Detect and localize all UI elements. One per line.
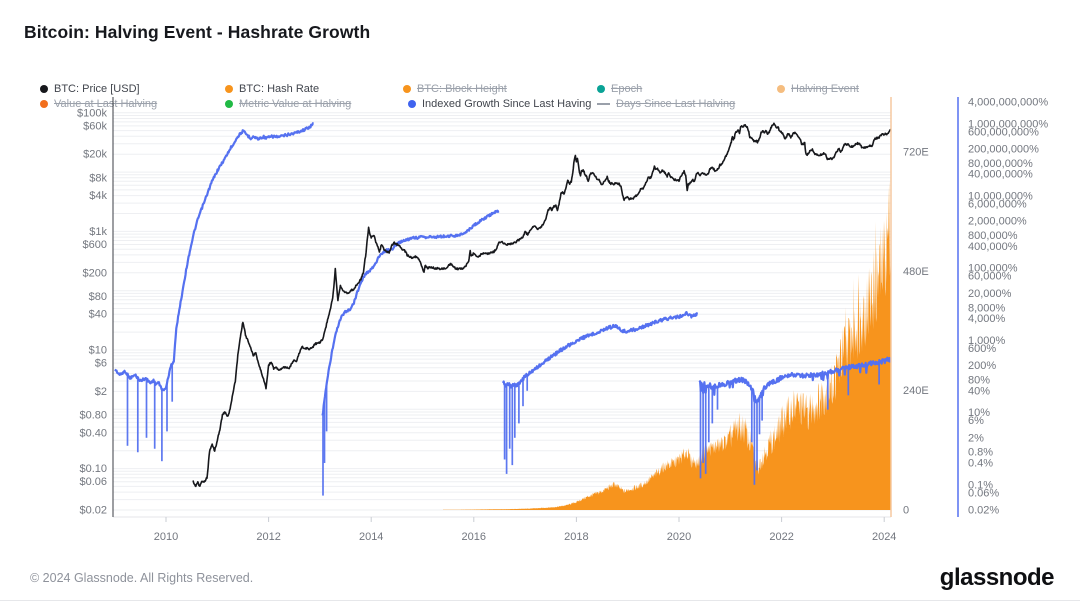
legend-item-label: Days Since Last Halving (616, 97, 736, 110)
y-axis-label-growth-pct: 800,000% (968, 230, 1018, 242)
y-axis-label-hashrate: 240E (903, 385, 929, 397)
y-axis-label-growth-pct: 0.8% (968, 447, 993, 459)
hashrate-area (443, 181, 891, 510)
y-axis-label-growth-pct: 100,000% (968, 263, 1018, 275)
y-axis-label-growth-pct: 10% (968, 407, 990, 419)
indexed-growth-line (698, 356, 892, 404)
y-axis-label-growth-pct: 0.06% (968, 487, 999, 499)
y-axis-label-growth-pct: 1,000,000,000% (968, 118, 1048, 130)
legend-dot-icon (40, 84, 48, 93)
y-axis-label-price: $10 (89, 344, 107, 356)
chart-canvas[interactable]: $100k$60k $20k $8k $4k $1k$600 $200 $80 $40 $10 $… (0, 0, 1080, 552)
y-axis-label-price: $80 (89, 291, 107, 303)
y-axis-label-price: $60k (83, 120, 107, 132)
x-axis-label-year: 2024 (872, 531, 896, 543)
legend-item-epoch[interactable]: Epoch (597, 82, 642, 95)
y-axis-label-growth-pct: 60,000% (968, 271, 1012, 283)
y-axis-label-growth-pct: 10,000,000% (968, 190, 1033, 202)
glassnode-logo: glassnode (939, 564, 1055, 591)
legend-item-label: Indexed Growth Since Last Having (422, 97, 592, 110)
y-axis-label-price: $4k (89, 190, 107, 202)
y-axis-label-growth-pct: 200,000,000% (968, 144, 1039, 156)
y-axis-label-price: $0.06 (79, 476, 107, 488)
y-axis-label-price: $0.10 (79, 463, 107, 475)
legend-item-btc-price-usd[interactable]: BTC: Price [USD] (40, 82, 140, 95)
legend-dot-icon (777, 84, 785, 93)
y-axis-label-growth-pct: 20,000% (968, 288, 1012, 300)
y-axis-label-price: $6 (95, 358, 107, 370)
y-axis-label-growth-pct: 40% (968, 385, 990, 397)
y-axis-label-growth-pct: 2,000,000% (968, 216, 1027, 228)
y-axis-label-growth-pct: 1,000% (968, 335, 1006, 347)
footer-divider (0, 600, 1080, 601)
x-axis-label-year: 2018 (564, 531, 588, 543)
indexed-growth-line (321, 209, 500, 416)
legend-item-label: Value at Last Halving (54, 97, 158, 110)
y-axis-label-growth-pct: 2% (968, 432, 984, 444)
x-axis-label-year: 2010 (154, 531, 178, 543)
y-axis-label-growth-pct: 0.4% (968, 458, 993, 470)
y-axis-label-price: $20k (83, 149, 107, 161)
legend-dot-icon (40, 99, 48, 108)
y-axis-label-hashrate: 720E (903, 147, 929, 159)
indexed-growth-line (502, 311, 699, 389)
y-axis-label-growth-pct: 600,000,000% (968, 126, 1039, 138)
legend-item-label: Metric Value at Halving (239, 97, 352, 110)
y-axis-label-growth-pct: 6,000,000% (968, 198, 1027, 210)
y-axis-label-growth-pct: 80% (968, 374, 990, 386)
legend-item-label: BTC: Price [USD] (54, 82, 140, 95)
legend-dash-icon (597, 102, 610, 105)
legend-item-days-since-last-halving[interactable]: Days Since Last Halving (597, 97, 735, 110)
x-axis-label-year: 2016 (462, 531, 486, 543)
x-axis-label-year: 2012 (256, 531, 280, 543)
legend-item-label: Halving Event (791, 82, 859, 95)
y-axis-label-growth-pct: 80,000,000% (968, 158, 1033, 170)
legend-dot-icon (225, 99, 233, 108)
legend-item-btc-hash-rate[interactable]: BTC: Hash Rate (225, 82, 319, 95)
legend-dot-icon (408, 99, 416, 108)
y-axis-label-growth-pct: 4,000,000,000% (968, 97, 1048, 109)
x-axis-label-year: 2022 (769, 531, 793, 543)
y-axis-label-price: $1k (89, 226, 107, 238)
y-axis-label-growth-pct: 40,000,000% (968, 169, 1033, 181)
y-axis-label-price: $600 (83, 239, 107, 251)
x-axis-label-year: 2014 (359, 531, 383, 543)
y-axis-label-hashrate: 480E (903, 266, 929, 278)
y-axis-label-price: $100k (77, 107, 107, 119)
legend-dot-icon (225, 84, 233, 93)
x-axis-label-year: 2020 (667, 531, 691, 543)
legend-dot-icon (403, 84, 411, 93)
legend-item-metric-value-at-halving[interactable]: Metric Value at Halving (225, 97, 351, 110)
legend-item-label: BTC: Hash Rate (239, 82, 320, 95)
y-axis-label-price: $8k (89, 172, 107, 184)
y-axis-label-price: $0.40 (79, 427, 107, 439)
y-axis-label-growth-pct: 8,000% (968, 302, 1006, 314)
legend-item-label: BTC: Block Height (417, 82, 507, 95)
y-axis-label-price: $2 (95, 386, 107, 398)
y-axis-label-growth-pct: 6% (968, 415, 984, 427)
legend-dot-icon (597, 84, 605, 93)
y-axis-label-growth-pct: 0.1% (968, 479, 993, 491)
y-axis-label-growth-pct: 200% (968, 360, 996, 372)
copyright-text: © 2024 Glassnode. All Rights Reserved. (30, 571, 254, 585)
y-axis-label-hashrate: 0 (903, 505, 909, 517)
y-axis-label-growth-pct: 4,000% (968, 313, 1006, 325)
y-axis-label-growth-pct: 400,000% (968, 241, 1018, 253)
legend-item-label: Epoch (611, 82, 643, 95)
legend-item-halving-event[interactable]: Halving Event (777, 82, 859, 95)
y-axis-label-price: $200 (83, 267, 107, 279)
legend-item-value-at-last-halving[interactable]: Value at Last Halving (40, 97, 157, 110)
y-axis-label-price: $40 (89, 309, 107, 321)
legend-item-btc-block-height[interactable]: BTC: Block Height (403, 82, 507, 95)
y-axis-label-growth-pct: 600% (968, 343, 996, 355)
price-line (192, 122, 892, 488)
y-axis-label-price: $0.02 (79, 505, 107, 517)
legend-item-indexed-growth-since-last-having[interactable]: Indexed Growth Since Last Having (408, 97, 591, 110)
page-title: Bitcoin: Halving Event - Hashrate Growth (24, 22, 371, 42)
indexed-growth-line (114, 122, 314, 392)
y-axis-label-price: $0.80 (79, 409, 107, 421)
y-axis-label-growth-pct: 0.02% (968, 505, 999, 517)
